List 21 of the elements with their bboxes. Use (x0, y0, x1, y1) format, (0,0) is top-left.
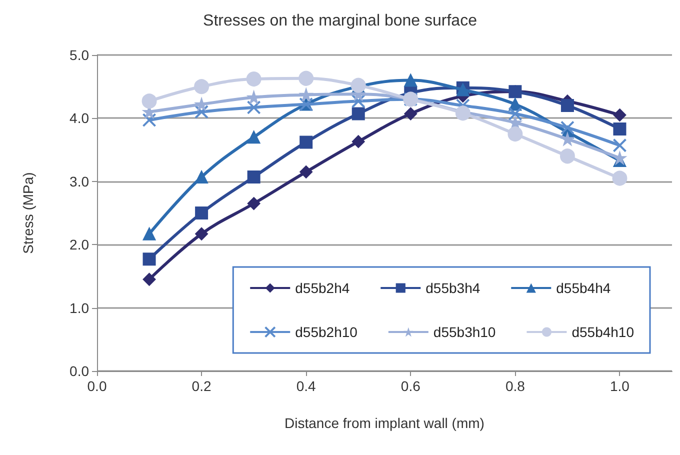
y-axis-title: Stress (MPa) (20, 172, 36, 254)
y-tick-label: 5.0 (70, 47, 90, 63)
legend-label: d55b3h4 (426, 280, 480, 296)
x-tick-label: 1.0 (610, 378, 630, 394)
legend-label: d55b2h10 (295, 324, 358, 340)
y-tick-label: 2.0 (70, 236, 90, 253)
chart-title: Stresses on the marginal bone surface (203, 12, 478, 30)
legend-label: d55b4h10 (572, 324, 634, 340)
x-tick-label: 0.6 (400, 378, 421, 394)
x-tick-label: 0.0 (87, 378, 107, 394)
legend-label: d55b4h4 (556, 280, 611, 296)
legend-label: d55b2h4 (295, 280, 350, 296)
x-tick-label: 0.8 (505, 378, 526, 394)
y-tick-label: 3.0 (70, 173, 90, 190)
x-tick-label: 0.2 (192, 378, 212, 394)
y-tick-label: 1.0 (70, 300, 90, 316)
x-axis-title: Distance from implant wall (mm) (284, 415, 484, 431)
y-tick-label: 0.0 (70, 363, 90, 379)
legend-label: d55b3h10 (433, 324, 496, 340)
y-tick-label: 4.0 (70, 110, 90, 126)
x-tick-label: 0.4 (296, 378, 316, 394)
